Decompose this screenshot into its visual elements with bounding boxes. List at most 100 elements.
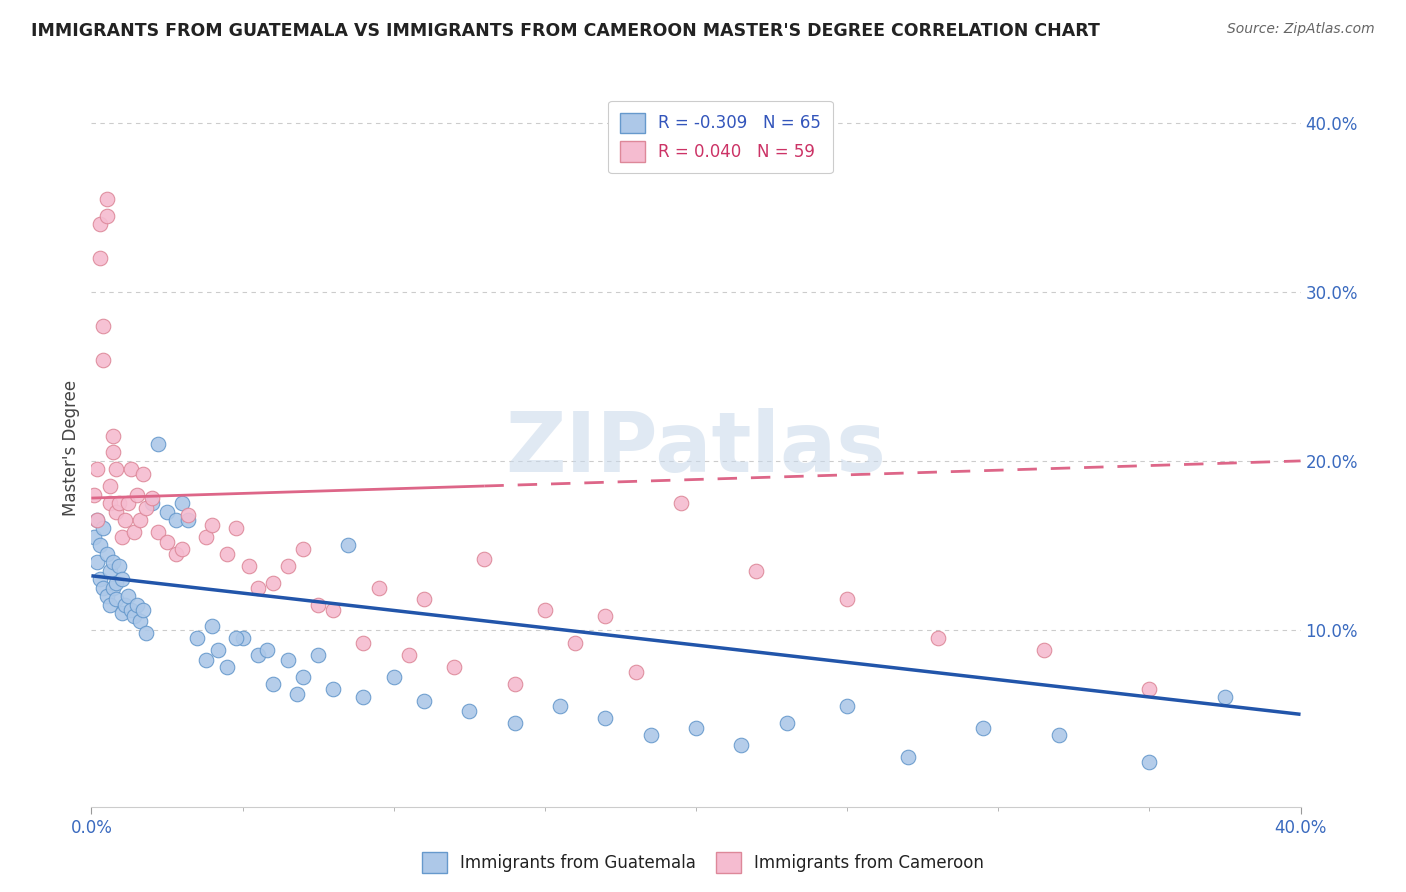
Point [120, 462, 142, 476]
Point [104, 592, 127, 607]
Point [101, 555, 124, 569]
Point [111, 572, 132, 586]
Point [114, 513, 136, 527]
Point [98, 496, 121, 510]
Point [125, 488, 148, 502]
Point [207, 643, 229, 657]
Point [548, 698, 571, 713]
Point [201, 518, 224, 533]
Point [292, 541, 315, 556]
Point [1047, 728, 1070, 742]
Point [132, 467, 155, 482]
Point [533, 602, 555, 616]
Point [458, 704, 481, 718]
Point [132, 602, 155, 616]
Point [225, 632, 247, 646]
Point [89, 572, 111, 586]
Point [195, 653, 218, 667]
Text: ZIPatlas: ZIPatlas [506, 408, 886, 489]
Point [104, 462, 127, 476]
Point [443, 660, 465, 674]
Point [89, 218, 111, 232]
Point [595, 711, 617, 725]
Point [135, 501, 157, 516]
Point [225, 521, 247, 535]
Point [217, 547, 239, 561]
Point [141, 496, 163, 510]
Point [172, 541, 194, 556]
Point [114, 598, 136, 612]
Point [177, 513, 200, 527]
Point [165, 547, 187, 561]
Point [730, 738, 752, 752]
Point [86, 513, 108, 527]
Point [503, 677, 526, 691]
Point [156, 505, 179, 519]
Point [322, 602, 344, 616]
Point [835, 592, 858, 607]
Point [745, 564, 768, 578]
Point [125, 598, 148, 612]
Point [262, 677, 284, 691]
Point [107, 558, 129, 573]
Point [277, 653, 299, 667]
Point [83, 488, 105, 502]
Point [104, 575, 127, 590]
Point [146, 524, 169, 539]
Point [93, 352, 115, 367]
Point [96, 589, 118, 603]
Point [89, 538, 111, 552]
Point [972, 721, 994, 735]
Point [398, 648, 420, 663]
Point [111, 606, 132, 620]
Point [1213, 690, 1236, 705]
Point [122, 609, 145, 624]
Point [117, 589, 139, 603]
Point [624, 665, 647, 679]
Point [101, 445, 124, 459]
Point [246, 648, 269, 663]
Point [104, 505, 127, 519]
Point [595, 609, 617, 624]
Point [640, 728, 662, 742]
Point [96, 192, 118, 206]
Point [122, 524, 145, 539]
Point [564, 636, 586, 650]
Point [177, 508, 200, 522]
Point [86, 462, 108, 476]
Point [277, 558, 299, 573]
Text: IMMIGRANTS FROM GUATEMALA VS IMMIGRANTS FROM CAMEROON MASTER'S DEGREE CORRELATIO: IMMIGRANTS FROM GUATEMALA VS IMMIGRANTS … [31, 22, 1099, 40]
Point [135, 626, 157, 640]
Point [83, 530, 105, 544]
Point [367, 581, 389, 595]
Point [413, 592, 436, 607]
Point [93, 521, 115, 535]
Point [685, 721, 707, 735]
Point [86, 513, 108, 527]
Point [382, 670, 405, 684]
Point [238, 558, 260, 573]
Point [897, 749, 920, 764]
Legend: Immigrants from Guatemala, Immigrants from Cameroon: Immigrants from Guatemala, Immigrants fr… [415, 846, 991, 880]
Point [217, 660, 239, 674]
Point [352, 636, 374, 650]
Point [93, 318, 115, 333]
Point [86, 555, 108, 569]
Point [503, 715, 526, 730]
Point [172, 496, 194, 510]
Point [1139, 681, 1161, 696]
Point [1032, 643, 1054, 657]
Point [111, 530, 132, 544]
Point [322, 681, 344, 696]
Point [186, 632, 208, 646]
Point [128, 615, 150, 629]
Point [156, 535, 179, 549]
Point [246, 581, 269, 595]
Point [776, 715, 799, 730]
Point [835, 698, 858, 713]
Point [307, 648, 329, 663]
Point [120, 602, 142, 616]
Point [107, 496, 129, 510]
Point [98, 598, 121, 612]
Point [413, 694, 436, 708]
